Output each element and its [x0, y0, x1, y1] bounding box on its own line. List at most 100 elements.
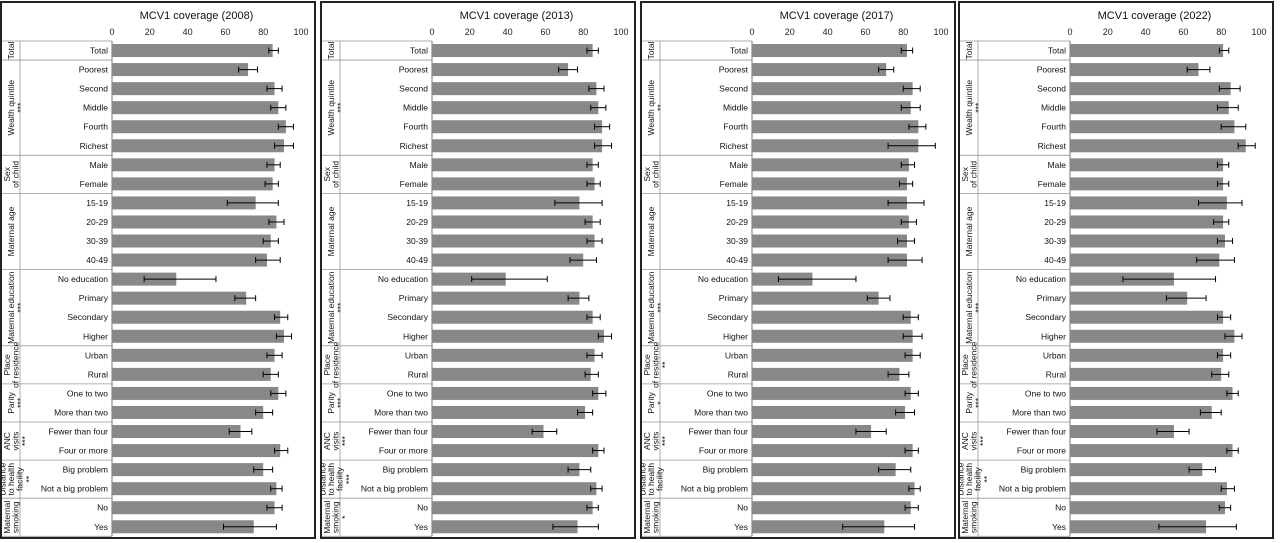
- row-label: Total: [1048, 46, 1066, 56]
- significance-stars: ***: [660, 435, 670, 446]
- bar: [752, 120, 919, 134]
- group-label-text: to health: [326, 463, 336, 496]
- chart-title: MCV1 coverage (2013): [460, 10, 574, 22]
- bar: [432, 386, 599, 400]
- x-tick-label: 80: [258, 27, 268, 37]
- x-tick-label: 20: [465, 27, 475, 37]
- bar: [1070, 44, 1224, 58]
- group-label-5: Maternal education ***: [646, 271, 666, 344]
- bar: [432, 44, 593, 58]
- group-label-text: ANC: [642, 432, 652, 450]
- row-label: Poorest: [399, 65, 429, 75]
- bar: [752, 329, 913, 343]
- bar: [112, 196, 256, 210]
- row-label: No education: [58, 274, 108, 284]
- group-label-text: Maternal: [960, 501, 970, 534]
- bar: [752, 82, 913, 96]
- group-label-4: Maternal age: [646, 206, 656, 256]
- row-label: No education: [698, 274, 748, 284]
- significance-stars: **: [982, 475, 992, 482]
- row-label: Four or more: [379, 446, 428, 456]
- bar: [112, 405, 264, 419]
- row-label: Urban: [85, 350, 108, 360]
- bar: [1070, 386, 1233, 400]
- row-label: Primary: [399, 293, 429, 303]
- bar: [112, 82, 275, 96]
- bar: [752, 101, 911, 115]
- row-label: 40-49: [406, 255, 428, 265]
- group-label-text: of child: [968, 161, 978, 188]
- bar: [112, 101, 279, 115]
- group-label-text: Maternal age: [964, 206, 974, 256]
- bar: [1070, 329, 1235, 343]
- row-label: Urban: [725, 350, 748, 360]
- chart-svg: MCV1 coverage (2013) 0 20 40 60 80 100 Total Wea…: [322, 10, 629, 537]
- group-label-text: smoking: [10, 501, 20, 533]
- chart-title: MCV1 coverage (2022): [1098, 10, 1212, 22]
- x-tick-label: 0: [749, 27, 754, 37]
- bar: [1070, 139, 1246, 153]
- group-label-text: Parity: [964, 391, 974, 413]
- row-label: 30-39: [1044, 236, 1066, 246]
- bar: [432, 139, 603, 153]
- row-label: Four or more: [1017, 446, 1066, 456]
- bar: [1070, 82, 1231, 96]
- group-label-text: Total: [646, 41, 656, 59]
- group-label-text: Total: [6, 41, 16, 59]
- group-label-text: Sex: [2, 166, 12, 181]
- bar: [112, 463, 264, 477]
- row-label: Fourth: [1041, 122, 1066, 132]
- bar: [112, 234, 271, 248]
- row-label: 15-19: [1044, 198, 1066, 208]
- bar: [112, 120, 286, 134]
- bar: [752, 425, 872, 439]
- row-label: No education: [1016, 274, 1066, 284]
- significance-stars: ***: [974, 397, 984, 408]
- row-label: 20-29: [1044, 217, 1066, 227]
- row-label: Fewer than four: [48, 427, 108, 437]
- bar: [112, 215, 277, 229]
- row-label: Richest: [1038, 141, 1067, 151]
- bar: [112, 63, 249, 77]
- bar: [432, 348, 595, 362]
- row-label: Primary: [1037, 293, 1067, 303]
- x-tick-label: 40: [823, 27, 833, 37]
- bar: [432, 405, 586, 419]
- row-label: Yes: [734, 522, 748, 532]
- group-label-text: visits: [968, 432, 978, 451]
- row-label: Poorest: [719, 65, 749, 75]
- row-label: Secondary: [387, 312, 428, 322]
- x-tick-label: 20: [1103, 27, 1113, 37]
- bar: [752, 501, 911, 515]
- bar: [432, 367, 591, 381]
- bar: [1070, 520, 1207, 534]
- group-label-text: Maternal age: [6, 206, 16, 256]
- bar: [752, 196, 907, 210]
- bar: [1070, 291, 1188, 305]
- row-label: Fourth: [83, 122, 108, 132]
- row-label: 40-49: [86, 255, 108, 265]
- row-label: Higher: [403, 331, 428, 341]
- group-label-text: ANC: [2, 432, 12, 450]
- row-label: Middle: [83, 103, 108, 113]
- significance-stars: ***: [20, 435, 30, 446]
- bar: [432, 253, 584, 267]
- row-label: Total: [90, 46, 108, 56]
- group-label-text: Parity: [326, 391, 336, 413]
- row-label: 30-39: [86, 236, 108, 246]
- group-label-text: Sex: [322, 166, 332, 181]
- x-tick-label: 100: [1251, 27, 1266, 37]
- bar: [752, 386, 911, 400]
- bar: [112, 44, 273, 58]
- row-label: Total: [730, 46, 748, 56]
- significance-stars: ***: [974, 302, 984, 313]
- significance-stars: **: [656, 104, 666, 111]
- group-label-7: Parity ***: [326, 391, 346, 413]
- group-label-text: Place: [2, 354, 12, 376]
- group-label-text: of residence: [330, 341, 340, 388]
